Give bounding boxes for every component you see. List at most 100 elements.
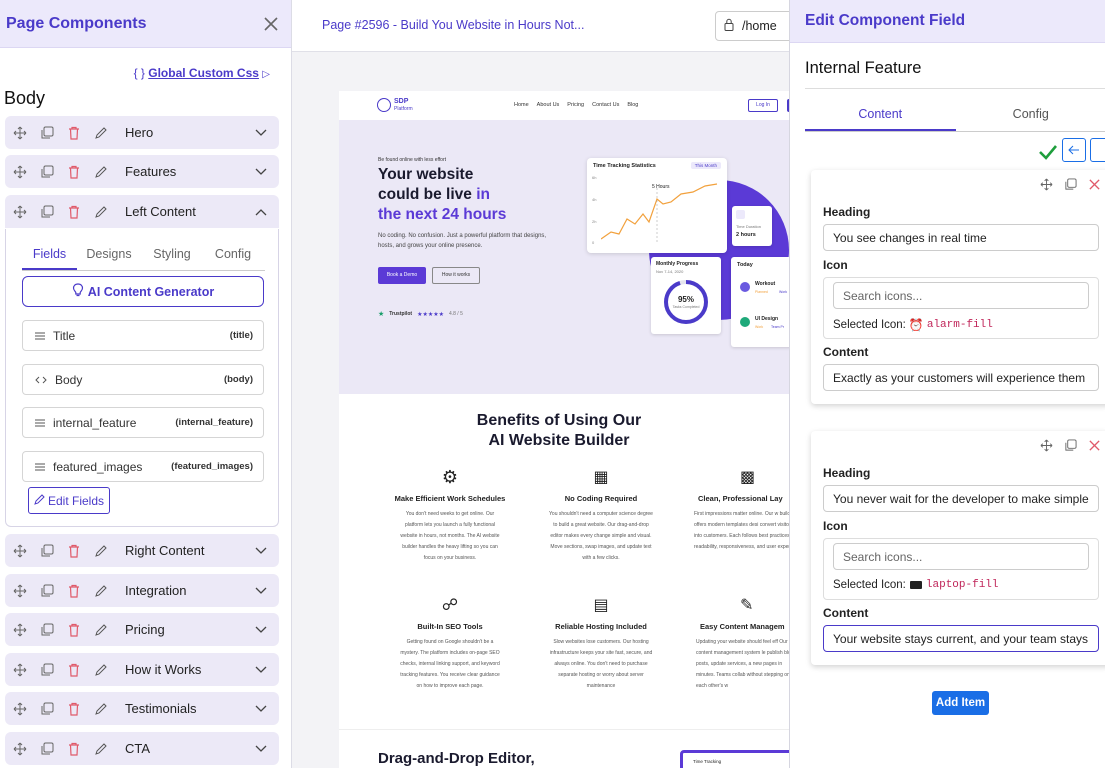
component-row-how-it-works[interactable]: How it Works xyxy=(5,653,279,686)
move-icon[interactable] xyxy=(12,622,28,638)
hero-description: No coding. No confusion. Just a powerful… xyxy=(378,233,547,249)
trash-icon[interactable] xyxy=(66,662,82,678)
copy-icon[interactable] xyxy=(39,583,55,599)
global-custom-css-link[interactable]: { } Global Custom Css ▷ xyxy=(0,66,270,80)
trash-icon[interactable] xyxy=(66,164,82,180)
content-input[interactable]: Your website stays current, and your tea… xyxy=(823,625,1099,652)
icon-search-input[interactable]: Search icons... xyxy=(833,282,1089,309)
copy-icon[interactable] xyxy=(39,701,55,717)
field-featured-images[interactable]: featured_images (featured_images) xyxy=(22,451,264,482)
trash-icon[interactable] xyxy=(66,204,82,220)
component-row-features[interactable]: Features xyxy=(5,155,279,188)
tab-designs[interactable]: Designs xyxy=(86,247,132,261)
icon-search-input[interactable]: Search icons... xyxy=(833,543,1089,570)
chevron-down-icon[interactable] xyxy=(255,126,269,140)
move-icon[interactable] xyxy=(12,543,28,559)
trash-icon[interactable] xyxy=(66,543,82,559)
trash-icon[interactable] xyxy=(66,701,82,717)
field-internal-feature[interactable]: internal_feature (internal_feature) xyxy=(22,407,264,438)
copy-icon[interactable] xyxy=(39,543,55,559)
check-icon[interactable] xyxy=(1038,143,1058,166)
chevron-down-icon[interactable] xyxy=(255,584,269,598)
move-icon[interactable] xyxy=(12,583,28,599)
copy-icon[interactable] xyxy=(39,164,55,180)
hero-headline: Your website could be live in the next 2… xyxy=(378,165,506,225)
move-icon[interactable] xyxy=(12,204,28,220)
chart-period-badge[interactable]: This Month xyxy=(690,162,721,169)
chevron-down-icon[interactable] xyxy=(255,702,269,716)
copy-icon[interactable] xyxy=(39,741,55,757)
copy-icon[interactable] xyxy=(39,204,55,220)
tab-content[interactable]: Content xyxy=(805,103,956,131)
close-icon[interactable] xyxy=(1088,178,1101,196)
pencil-icon[interactable] xyxy=(93,583,109,599)
field-body[interactable]: Body (body) xyxy=(22,364,264,395)
nav-link[interactable]: Pricing xyxy=(567,102,585,108)
chevron-down-icon[interactable] xyxy=(255,165,269,179)
book-demo-button[interactable]: Book a Demo xyxy=(378,267,426,284)
nav-link[interactable]: Home xyxy=(514,102,529,108)
copy-icon[interactable] xyxy=(1064,439,1077,457)
heading-input[interactable]: You see changes in real time xyxy=(823,224,1099,251)
edit-fields-button[interactable]: Edit Fields xyxy=(28,487,110,514)
component-row-testimonials[interactable]: Testimonials xyxy=(5,692,279,725)
pencil-icon[interactable] xyxy=(93,125,109,141)
pencil-icon[interactable] xyxy=(93,622,109,638)
trash-icon[interactable] xyxy=(66,741,82,757)
tab-config[interactable]: Config xyxy=(214,247,252,261)
content-input[interactable]: Exactly as your customers will experienc… xyxy=(823,364,1099,391)
ai-content-generator-button[interactable]: AI Content Generator xyxy=(22,276,264,307)
chevron-down-icon[interactable] xyxy=(255,742,269,756)
heading-input[interactable]: You never wait for the developer to make… xyxy=(823,485,1099,512)
tab-config[interactable]: Config xyxy=(1012,107,1049,121)
arrow-left-button[interactable] xyxy=(1062,138,1086,162)
item-card: Heading You never wait for the developer… xyxy=(811,431,1105,665)
copy-icon[interactable] xyxy=(39,622,55,638)
tab-fields[interactable]: Fields xyxy=(22,243,77,270)
trash-icon[interactable] xyxy=(66,583,82,599)
move-icon[interactable] xyxy=(12,164,28,180)
tab-styling[interactable]: Styling xyxy=(153,247,191,261)
trash-icon[interactable] xyxy=(66,125,82,141)
nav-link[interactable]: Blog xyxy=(627,102,639,108)
pencil-icon[interactable] xyxy=(93,741,109,757)
component-row-hero[interactable]: Hero xyxy=(5,116,279,149)
pencil-icon[interactable] xyxy=(93,701,109,717)
how-it-works-button[interactable]: How it works xyxy=(432,267,480,284)
close-icon[interactable] xyxy=(1088,439,1101,457)
move-icon[interactable] xyxy=(1040,178,1053,196)
pencil-icon[interactable] xyxy=(93,164,109,180)
chevron-down-icon[interactable] xyxy=(255,544,269,558)
component-row-pricing[interactable]: Pricing xyxy=(5,613,279,646)
nav-link[interactable]: Contact Us xyxy=(592,102,620,108)
add-item-button[interactable]: Add Item xyxy=(932,691,989,715)
move-icon[interactable] xyxy=(12,701,28,717)
trash-icon[interactable] xyxy=(66,622,82,638)
field-title[interactable]: Title (title) xyxy=(22,320,264,351)
website-preview[interactable]: SDP Platform Home About Us Pricing Conta… xyxy=(339,91,799,768)
move-icon[interactable] xyxy=(12,125,28,141)
chevron-down-icon[interactable] xyxy=(255,623,269,637)
site-logo[interactable] xyxy=(377,98,391,112)
component-row-right-content[interactable]: Right Content xyxy=(5,534,279,567)
move-icon[interactable] xyxy=(1040,439,1053,457)
chevron-up-icon[interactable] xyxy=(255,205,269,219)
pencil-icon[interactable] xyxy=(93,204,109,220)
copy-icon[interactable] xyxy=(39,662,55,678)
edit-component-field-panel: Edit Component Field Internal Feature Co… xyxy=(789,0,1105,768)
chevron-down-icon[interactable] xyxy=(255,663,269,677)
close-icon[interactable] xyxy=(257,10,285,38)
copy-icon[interactable] xyxy=(1064,178,1077,196)
pencil-icon[interactable] xyxy=(93,662,109,678)
pencil-icon[interactable] xyxy=(93,543,109,559)
copy-icon[interactable] xyxy=(39,125,55,141)
login-button[interactable]: Log In xyxy=(748,99,778,112)
move-icon[interactable] xyxy=(12,741,28,757)
nav-link[interactable]: About Us xyxy=(536,102,560,108)
move-icon[interactable] xyxy=(12,662,28,678)
global-css-label[interactable]: Global Custom Css xyxy=(148,66,259,80)
component-row-integration[interactable]: Integration xyxy=(5,574,279,607)
component-row-left-content[interactable]: Left Content xyxy=(5,195,279,228)
component-row-cta[interactable]: CTA xyxy=(5,732,279,765)
arrow-right-button[interactable] xyxy=(1090,138,1105,162)
